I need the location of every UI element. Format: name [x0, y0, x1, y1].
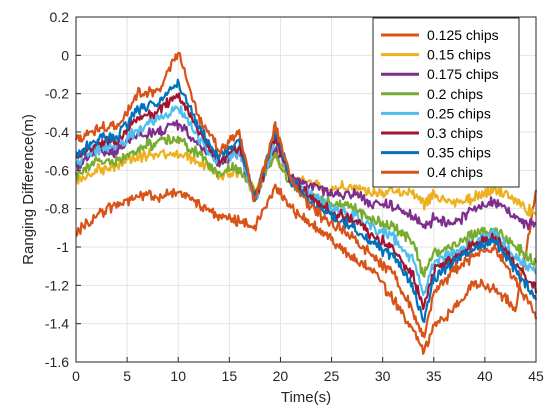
y-tick-label: 0.2	[50, 9, 70, 25]
x-tick-label: 25	[324, 368, 340, 384]
x-tick-label: 45	[528, 368, 544, 384]
legend-label: 0.35 chips	[427, 145, 491, 161]
legend-label: 0.4 chips	[427, 164, 483, 180]
legend-label: 0.25 chips	[427, 105, 491, 121]
y-tick-label: -0.8	[45, 201, 69, 217]
series-line-8	[74, 51, 538, 339]
y-tick-label: -1	[57, 239, 70, 255]
series-lines	[74, 51, 538, 355]
y-tick-label: -0.6	[45, 162, 69, 178]
x-tick-label: 0	[72, 368, 80, 384]
y-tick-label: -1.2	[45, 277, 69, 293]
x-tick-label: 35	[426, 368, 442, 384]
series-line-1	[75, 183, 538, 355]
x-tick-label: 5	[123, 368, 131, 384]
y-tick-label: -1.6	[45, 354, 69, 370]
x-tick-label: 10	[170, 368, 186, 384]
legend-label: 0.3 chips	[427, 125, 483, 141]
x-tick-label: 30	[375, 368, 391, 384]
legend: 0.125 chips 0.15 chips 0.175 chips 0.2 chip…	[372, 17, 520, 188]
x-tick-label: 20	[273, 368, 289, 384]
legend-label: 0.15 chips	[427, 47, 491, 63]
x-axis-label: Time(s)	[281, 389, 331, 406]
series-line-6	[75, 92, 538, 311]
legend-box	[372, 17, 520, 188]
y-tick-label: 0	[61, 47, 69, 63]
series-line-3	[75, 119, 537, 231]
y-tick-label: -1.4	[45, 316, 69, 332]
legend-label: 0.175 chips	[427, 66, 499, 82]
y-tick-label: -0.2	[45, 86, 69, 102]
y-tick-label: -0.4	[45, 124, 69, 140]
x-tick-label: 15	[222, 368, 238, 384]
x-tick-label: 40	[477, 368, 493, 384]
legend-label: 0.125 chips	[427, 27, 499, 43]
y-axis-label: Ranging Difference(m)	[20, 114, 37, 265]
axis-ticks: 0 5 10 15 20 25 30 35 40 45 -1.6 -1.4 -1.2 -1 -0.8 -0.6…	[45, 9, 544, 384]
legend-label: 0.2 chips	[427, 86, 483, 102]
plot-frame	[75, 16, 537, 363]
